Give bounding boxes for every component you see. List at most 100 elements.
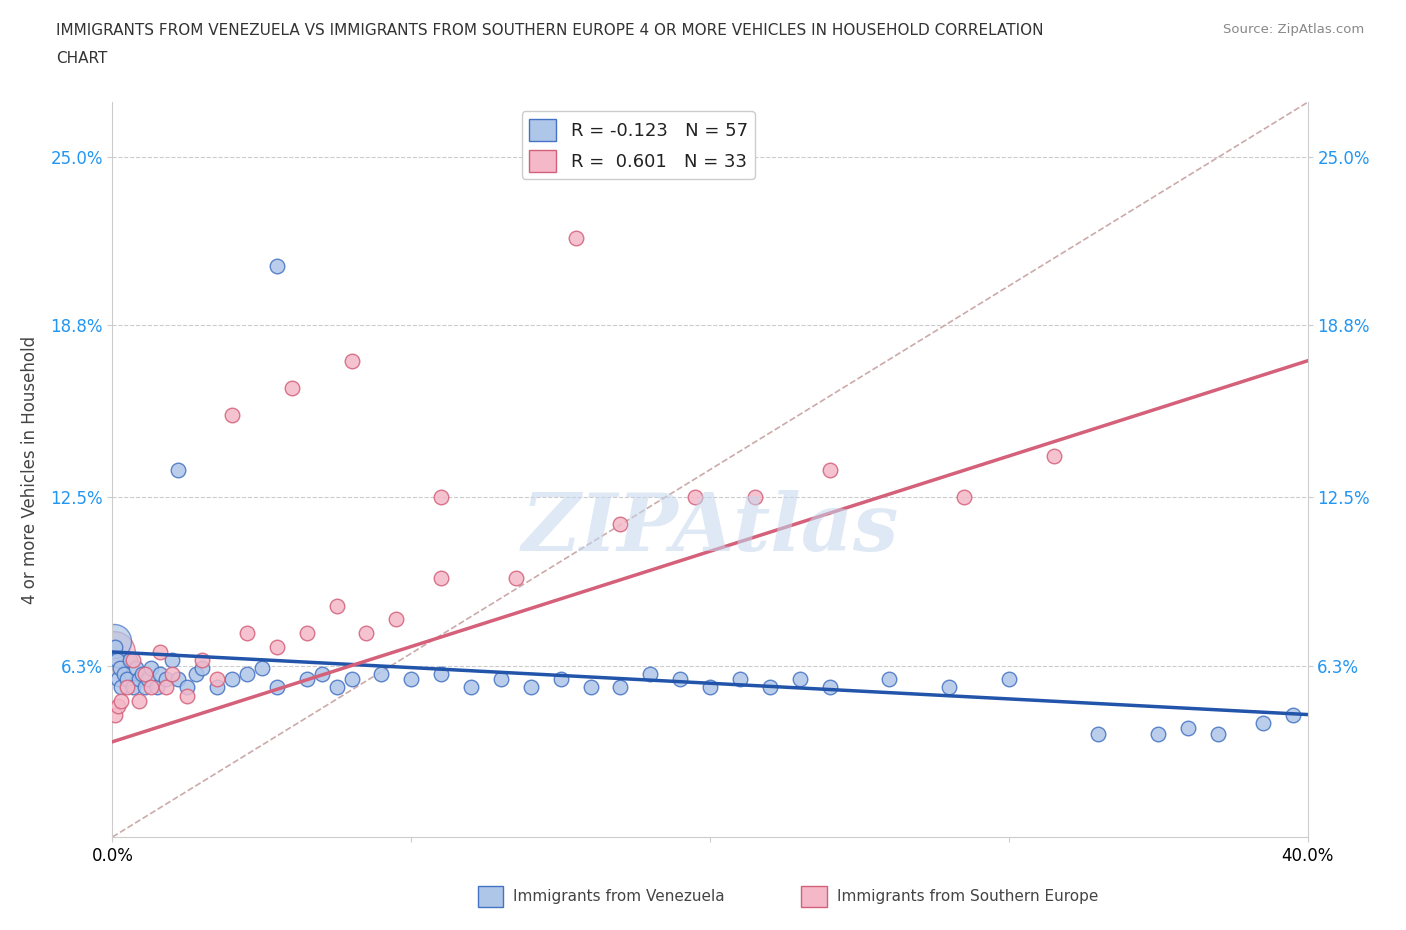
Point [266, 680, 288, 695]
Point [117, 680, 139, 695]
Point [520, 680, 543, 695]
Point [356, 626, 378, 641]
Point [325, 680, 347, 695]
Point [131, 666, 153, 681]
Point [134, 680, 156, 695]
Point [205, 671, 228, 686]
Point [221, 671, 243, 686]
Point [149, 666, 172, 681]
Point [103, 644, 125, 659]
Point [311, 666, 333, 681]
Point [104, 639, 127, 654]
Point [340, 353, 363, 368]
Point [1042, 448, 1064, 463]
Bar [801, 886, 827, 907]
Point [759, 680, 782, 695]
Point [266, 639, 288, 654]
Point [128, 694, 150, 709]
Point [385, 612, 408, 627]
Point [818, 462, 841, 477]
Point [640, 666, 662, 681]
Point [609, 680, 631, 695]
Point [236, 666, 259, 681]
Point [370, 666, 392, 681]
Point [107, 699, 129, 714]
Point [744, 489, 766, 504]
Point [728, 671, 751, 686]
Point [609, 517, 631, 532]
Point [134, 666, 156, 681]
Point [938, 680, 960, 695]
Point [167, 671, 190, 686]
Point [281, 380, 304, 395]
Y-axis label: 4 or more Vehicles in Household: 4 or more Vehicles in Household [21, 336, 39, 604]
Point [430, 666, 453, 681]
Point [167, 462, 190, 477]
Point [460, 680, 482, 695]
Point [146, 680, 169, 695]
Point [138, 671, 160, 686]
Point [149, 644, 172, 659]
Point [221, 407, 243, 422]
Point [1147, 726, 1170, 741]
Point [430, 571, 453, 586]
Point [162, 653, 183, 668]
Text: Immigrants from Southern Europe: Immigrants from Southern Europe [837, 889, 1098, 904]
Point [191, 661, 214, 676]
Point [699, 680, 721, 695]
Point [117, 671, 139, 686]
Point [105, 653, 128, 668]
Point [155, 680, 177, 695]
Point [108, 661, 131, 676]
Point [998, 671, 1021, 686]
Point [879, 671, 901, 686]
Point [430, 489, 453, 504]
Point [141, 680, 163, 695]
Point [104, 707, 127, 722]
Point [1251, 715, 1274, 730]
Point [191, 653, 214, 668]
Point [176, 688, 198, 703]
Point [669, 671, 692, 686]
Point [122, 653, 145, 668]
Point [401, 671, 423, 686]
Point [295, 626, 318, 641]
Point [162, 666, 183, 681]
Point [120, 653, 142, 668]
Point [325, 598, 347, 613]
Point [340, 671, 363, 686]
Point [128, 671, 150, 686]
Point [114, 666, 135, 681]
Point [1206, 726, 1229, 741]
Point [110, 680, 132, 695]
Bar [478, 886, 503, 907]
Point [107, 671, 129, 686]
Point [141, 661, 163, 676]
Point [295, 671, 318, 686]
Point [579, 680, 602, 695]
Point [236, 626, 259, 641]
Point [953, 489, 976, 504]
Point [125, 661, 148, 676]
Point [818, 680, 841, 695]
Point [789, 671, 811, 686]
Point [1177, 721, 1199, 736]
Point [489, 671, 512, 686]
Point [176, 680, 198, 695]
Point [155, 671, 177, 686]
Point [505, 571, 527, 586]
Point [186, 666, 208, 681]
Point [550, 671, 572, 686]
Text: IMMIGRANTS FROM VENEZUELA VS IMMIGRANTS FROM SOUTHERN EUROPE 4 OR MORE VEHICLES : IMMIGRANTS FROM VENEZUELA VS IMMIGRANTS … [56, 23, 1043, 38]
Point [683, 489, 706, 504]
Point [110, 694, 132, 709]
Text: Immigrants from Venezuela: Immigrants from Venezuela [513, 889, 725, 904]
Point [122, 680, 145, 695]
Point [1087, 726, 1109, 741]
Point [205, 680, 228, 695]
Point [250, 661, 273, 676]
Legend: R = -0.123   N = 57, R =  0.601   N = 33: R = -0.123 N = 57, R = 0.601 N = 33 [522, 112, 755, 179]
Point [1281, 707, 1303, 722]
Text: Source: ZipAtlas.com: Source: ZipAtlas.com [1223, 23, 1364, 36]
Text: ZIPAtlas: ZIPAtlas [522, 490, 898, 567]
